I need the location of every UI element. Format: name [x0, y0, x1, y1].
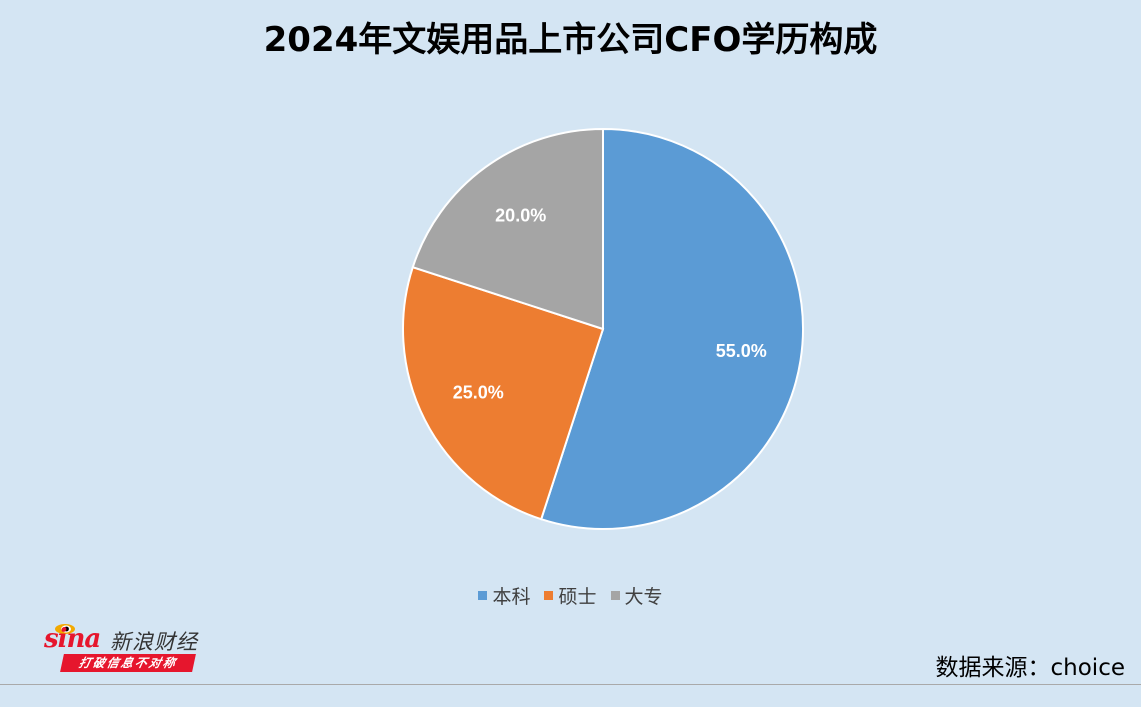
legend-item-bachelor[interactable]: 本科	[478, 582, 530, 609]
sina-finance-logo: sina 新浪财经 打破信息不对称	[44, 622, 204, 676]
legend-label: 本科	[492, 586, 531, 608]
pie-data-label: 55.0%	[716, 341, 767, 361]
sina-eye-icon	[55, 624, 75, 634]
legend-swatch	[478, 591, 488, 600]
legend-label: 硕士	[558, 586, 597, 608]
legend-swatch	[610, 591, 620, 600]
sina-finance-name: 新浪财经	[110, 630, 198, 654]
pie-data-label: 25.0%	[453, 383, 504, 403]
pie-slice-master[interactable]	[402, 265, 605, 521]
pie-slice-bachelor[interactable]	[539, 127, 804, 530]
chart-title: 2024年文娱用品上市公司CFO学历构成	[263, 20, 878, 60]
sina-slogan: 打破信息不对称	[60, 654, 196, 672]
legend-swatch	[544, 591, 554, 600]
pie-slice-junior-college[interactable]	[411, 127, 604, 331]
legend-item-junior-college[interactable]: 大专	[610, 582, 663, 609]
chart-legend: 本科 硕士 大专	[0, 582, 1141, 609]
legend-label: 大专	[624, 586, 663, 608]
sina-wordmark: sina	[44, 624, 101, 654]
bottom-divider	[0, 684, 1141, 685]
pie-data-label: 20.0%	[495, 206, 546, 226]
data-source: 数据来源：choice	[935, 655, 1125, 681]
legend-item-master[interactable]: 硕士	[544, 582, 597, 609]
